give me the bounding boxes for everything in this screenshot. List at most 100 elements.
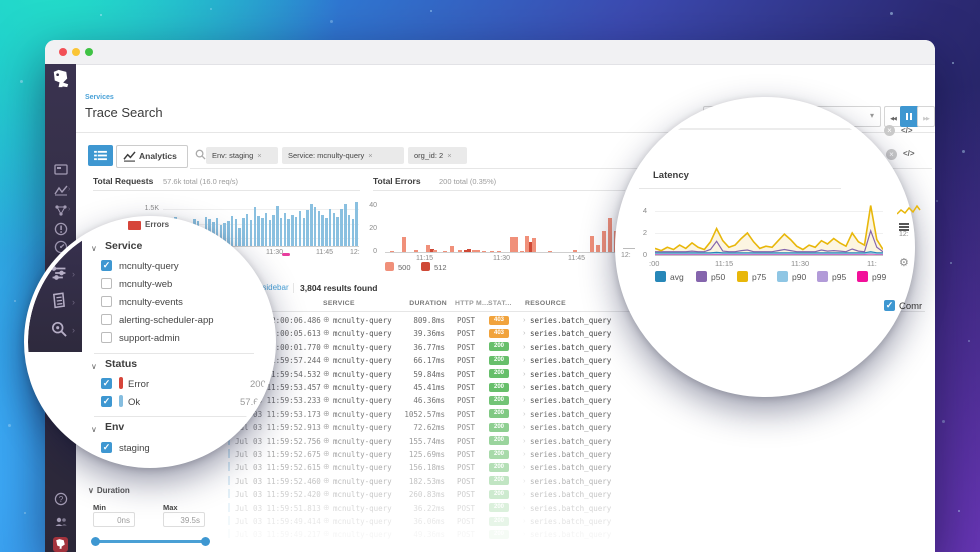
table-row[interactable]: Jul 03 12:00:01.770 ⊕ mcnulty-query 36.77ms…	[228, 340, 928, 353]
table-row[interactable]: Jul 03 11:59:52.675 ⊕ mcnulty-query 125.69m…	[228, 447, 928, 460]
logs-icon[interactable]	[50, 292, 68, 310]
infrastructure-icon[interactable]	[54, 203, 68, 217]
latency-legend-swatch[interactable]	[817, 271, 828, 282]
service-facet-checkbox[interactable]	[101, 296, 112, 307]
svg-text:?: ?	[59, 495, 64, 504]
col-status[interactable]: STAT...	[488, 300, 512, 307]
env-staging-checkbox[interactable]: ✓	[101, 442, 112, 453]
col-duration[interactable]: DURATION	[409, 300, 447, 307]
metrics-icon[interactable]	[54, 183, 68, 197]
magnified-code-view-icon[interactable]: </>	[901, 126, 913, 135]
minimize-window-button[interactable]	[72, 48, 80, 56]
duration-min-label: Min	[93, 503, 106, 512]
resource-chevron-icon: ›	[523, 422, 526, 432]
remove-filter-icon[interactable]: ×	[447, 151, 452, 160]
compare-checkbox[interactable]: ✓	[884, 300, 895, 311]
filter-pill[interactable]: Service: mcnulty-query ×	[282, 147, 404, 164]
team-icon[interactable]	[54, 515, 68, 529]
requests-errors-legend-swatch	[128, 221, 141, 230]
table-row[interactable]: Jul 03 12:00:05.613 ⊕ mcnulty-query 39.36ms…	[228, 326, 928, 339]
clear-search-icon[interactable]: ×	[886, 149, 897, 160]
requests-xtick: 12:	[350, 249, 360, 256]
service-facet-checkbox[interactable]	[101, 332, 112, 343]
service-facet-header[interactable]: Service	[105, 240, 143, 252]
row-resource: series.batch_query	[530, 530, 612, 540]
request-bar	[215, 218, 219, 246]
duration-max-input[interactable]: 39.5s	[163, 512, 205, 527]
table-row[interactable]: Jul 03 11:59:52.420 ⊕ mcnulty-query 260.83m…	[228, 487, 928, 500]
table-row[interactable]: Jul 03 11:59:53.457 ⊕ mcnulty-query 45.41ms…	[228, 380, 928, 393]
status-facet-header[interactable]: Status	[105, 358, 138, 370]
datadog-logo[interactable]	[49, 68, 72, 91]
apm-traces-icon[interactable]	[50, 264, 68, 282]
row-service: mcnulty-query	[333, 329, 392, 339]
maximize-window-button[interactable]	[85, 48, 93, 56]
duration-slider-handle-min[interactable]	[91, 537, 100, 546]
duration-facet-header[interactable]: ∨ Duration	[88, 486, 130, 495]
col-http[interactable]: HTTP M...	[455, 300, 489, 307]
service-globe-icon: ⊕	[323, 516, 330, 525]
table-row[interactable]: Jul 03 11:59:53.233 ⊕ mcnulty-query 46.36ms…	[228, 393, 928, 406]
service-facet-checkbox[interactable]: ✓	[101, 260, 112, 271]
service-globe-icon: ⊕	[323, 502, 330, 512]
close-window-button[interactable]	[59, 48, 67, 56]
resource-chevron-icon: ›	[523, 475, 526, 485]
latency-legend-swatch[interactable]	[857, 271, 868, 282]
latency-legend-swatch[interactable]	[696, 271, 707, 282]
dashboards-icon[interactable]	[54, 163, 68, 177]
row-duration: 36.22ms	[413, 503, 445, 513]
row-service: mcnulty-query	[333, 476, 392, 486]
remove-filter-icon[interactable]: ×	[257, 151, 262, 160]
p75-area-fill	[655, 205, 883, 255]
error-bar	[602, 231, 606, 252]
row-duration: 36.06ms	[413, 517, 445, 526]
table-row[interactable]: Jul 03 11:59:52.615 ⊕ mcnulty-query 156.18m…	[228, 460, 928, 473]
table-row[interactable]: Jul 03 11:59:52.756 ⊕ mcnulty-query 155.74m…	[228, 434, 928, 447]
errors-bar-chart[interactable]	[385, 206, 621, 252]
status-facet-checkbox[interactable]: ✓	[101, 378, 112, 389]
hamburger-icon[interactable]	[899, 223, 909, 225]
help-icon[interactable]: ?	[54, 492, 68, 506]
filter-pill[interactable]: org_id: 2 ×	[408, 147, 467, 164]
latency-line-chart[interactable]	[655, 195, 883, 257]
code-view-icon[interactable]: </>	[903, 149, 915, 158]
status-facet-chevron[interactable]: ∨	[91, 362, 97, 371]
watchdog-icon[interactable]	[50, 320, 68, 338]
service-globe-icon: ⊕	[323, 543, 330, 552]
remove-filter-icon[interactable]: ×	[368, 151, 373, 160]
chart-settings-gear-icon[interactable]: ⚙	[899, 257, 909, 269]
service-facet-checkbox[interactable]	[101, 278, 112, 289]
table-row[interactable]: Jul 03 11:59:52.460 ⊕ mcnulty-query 182.53m…	[228, 474, 928, 487]
latency-legend-swatch[interactable]	[777, 271, 788, 282]
table-row[interactable]: Jul 03 11:59:52.913 ⊕ mcnulty-query 72.62ms…	[228, 420, 928, 433]
duration-slider-track[interactable]	[95, 540, 207, 543]
env-facet-chevron[interactable]: ∨	[91, 425, 97, 434]
latency-legend-swatch[interactable]	[737, 271, 748, 282]
table-row[interactable]: Jul 03 11:59:49.217 ⊕ mcnulty-query 49.36ms…	[228, 527, 928, 540]
request-bar	[302, 218, 306, 246]
breadcrumb[interactable]: Services	[85, 94, 114, 101]
table-row[interactable]: Jul 03 11:59:51.813 ⊕ mcnulty-query 36.22ms…	[228, 501, 928, 514]
magnified-clear-search-icon[interactable]: ×	[884, 125, 895, 136]
col-resource[interactable]: RESOURCE	[525, 300, 566, 307]
table-row[interactable]: Jul 03 11:59:49.414 ⊕ mcnulty-query 36.06ms…	[228, 514, 928, 527]
time-forward-button[interactable]: ▶▶	[917, 106, 935, 127]
service-facet-checkbox[interactable]	[101, 314, 112, 325]
magnified-left-nav	[28, 220, 82, 352]
col-service[interactable]: SERVICE	[323, 300, 355, 307]
latency-legend-swatch[interactable]	[655, 271, 666, 282]
datadog-bits-icon[interactable]	[53, 537, 68, 552]
status-facet-checkbox[interactable]: ✓	[101, 396, 112, 407]
list-view-button[interactable]	[88, 145, 113, 166]
filter-pill[interactable]: Env: staging ×	[206, 147, 278, 164]
request-bar	[227, 221, 230, 246]
env-facet-header[interactable]: Env	[105, 421, 125, 433]
errors-chart-subtitle: 200 total (0.35%)	[439, 177, 497, 186]
duration-min-input[interactable]: 0ns	[93, 512, 135, 527]
analytics-button[interactable]: Analytics	[116, 145, 188, 168]
table-row[interactable]: Jul 03 11:59:53.173 ⊕ mcnulty-query 1052.57…	[228, 407, 928, 420]
service-facet-chevron[interactable]: ∨	[91, 244, 97, 253]
sparkle-dot	[890, 12, 893, 15]
row-method: POST	[457, 476, 476, 486]
duration-slider-handle-max[interactable]	[201, 537, 210, 546]
